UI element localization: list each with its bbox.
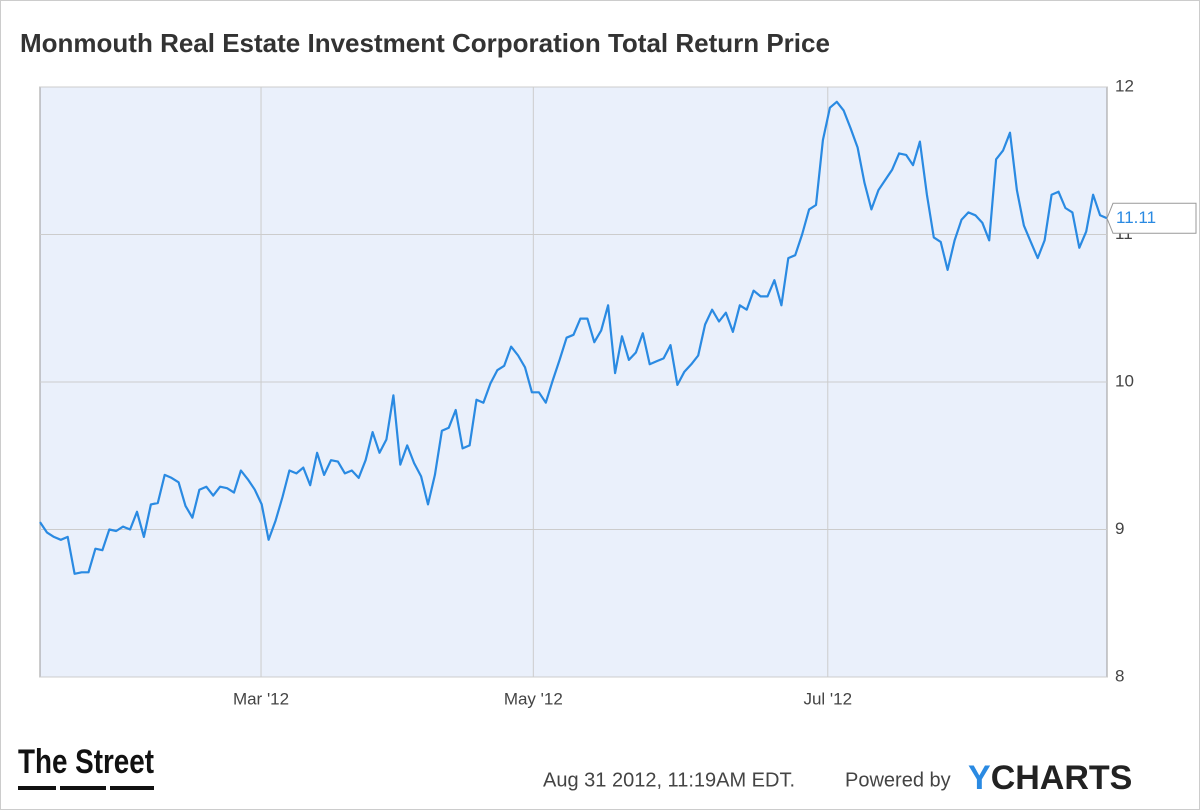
x-tick-label: May '12 xyxy=(504,689,563,708)
y-tick-label: 10 xyxy=(1115,371,1134,390)
price-line xyxy=(39,100,1108,575)
last-value-label: 11.11 xyxy=(1116,208,1156,227)
brand-y: Y xyxy=(968,759,991,797)
y-tick-label: 9 xyxy=(1115,519,1124,538)
powered-by: Powered by xyxy=(845,769,951,791)
logo-stripe xyxy=(110,786,154,790)
x-tick-label: Mar '12 xyxy=(233,689,289,708)
last-value-flag xyxy=(1106,202,1197,234)
brand-rest: CHARTS xyxy=(991,759,1133,797)
logo: The Street xyxy=(18,743,154,781)
timestamp: Aug 31 2012, 11:19AM EDT. xyxy=(543,769,795,791)
x-tick-label: Jul '12 xyxy=(803,689,852,708)
logo-stripe xyxy=(60,786,106,790)
logo-stripe xyxy=(18,786,56,790)
chart-title: Monmouth Real Estate Investment Corporat… xyxy=(20,28,830,58)
y-tick-label: 12 xyxy=(1115,76,1134,95)
brand: YCHARTS xyxy=(968,759,1132,797)
footer: The Street Aug 31 2012, 11:19AM EDT. Pow… xyxy=(18,743,1132,797)
y-tick-label: 8 xyxy=(1115,666,1124,685)
